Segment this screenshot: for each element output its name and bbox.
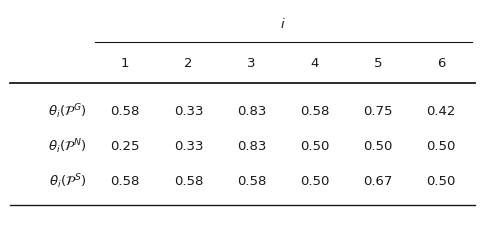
Text: $i$: $i$ (280, 17, 286, 31)
Text: 3: 3 (247, 57, 256, 70)
Text: 0.33: 0.33 (174, 140, 203, 153)
Text: 0.58: 0.58 (110, 105, 140, 118)
Text: 0.42: 0.42 (427, 105, 456, 118)
Text: 0.50: 0.50 (363, 140, 393, 153)
Text: $\theta_i(\mathcal{P}^S)$: $\theta_i(\mathcal{P}^S)$ (49, 172, 86, 191)
Text: 0.58: 0.58 (237, 175, 266, 188)
Text: 0.33: 0.33 (174, 105, 203, 118)
Text: 0.67: 0.67 (363, 175, 393, 188)
Text: 4: 4 (311, 57, 319, 70)
Text: 0.58: 0.58 (110, 175, 140, 188)
Text: 0.50: 0.50 (427, 175, 456, 188)
Text: 0.58: 0.58 (300, 105, 329, 118)
Text: 0.50: 0.50 (300, 140, 329, 153)
Text: 1: 1 (121, 57, 130, 70)
Text: $\theta_i(\mathcal{P}^N)$: $\theta_i(\mathcal{P}^N)$ (48, 137, 86, 156)
Text: 6: 6 (437, 57, 445, 70)
Text: $\theta_i(\mathcal{P}^G)$: $\theta_i(\mathcal{P}^G)$ (48, 102, 86, 121)
Text: 2: 2 (184, 57, 192, 70)
Text: 5: 5 (374, 57, 382, 70)
Text: 0.83: 0.83 (237, 105, 266, 118)
Text: 0.75: 0.75 (363, 105, 393, 118)
Text: 0.50: 0.50 (300, 175, 329, 188)
Text: 0.25: 0.25 (110, 140, 140, 153)
Text: 0.50: 0.50 (427, 140, 456, 153)
Text: 0.83: 0.83 (237, 140, 266, 153)
Text: 0.58: 0.58 (174, 175, 203, 188)
